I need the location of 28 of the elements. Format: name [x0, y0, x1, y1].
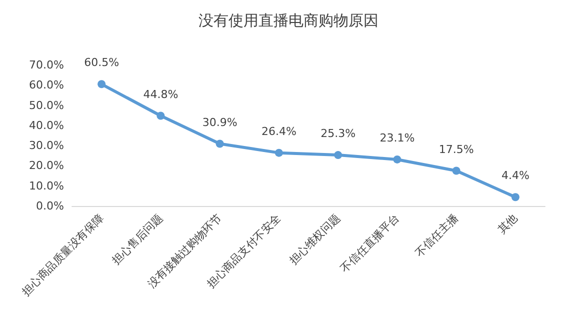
point [216, 140, 224, 148]
data-label: 23.1% [380, 131, 415, 144]
point [334, 151, 342, 160]
chart-title: 没有使用直播电商购物原因 [198, 12, 378, 30]
x-tick-label: 担心商品质量没有保障 [19, 211, 106, 298]
data-label: 60.5% [84, 56, 120, 70]
point [511, 193, 520, 202]
data-label: 44.8% [143, 88, 178, 101]
y-tick-label: 60.0% [29, 78, 64, 92]
point [452, 166, 460, 175]
x-tick-label: 不信任主播 [412, 211, 461, 260]
point [156, 112, 165, 120]
y-tick-label: 70.0% [29, 58, 64, 72]
data-label: 17.5% [438, 142, 474, 156]
point [98, 80, 106, 88]
data-label: 30.9% [202, 116, 238, 129]
y-tick-label: 10.0% [29, 179, 64, 192]
y-tick-label: 20.0% [29, 159, 64, 172]
y-tick-label: 30.0% [29, 139, 64, 152]
y-tick-label: 40.0% [29, 118, 64, 132]
point [274, 148, 283, 157]
x-tick-label: 其他 [495, 211, 520, 236]
data-label: 26.4% [261, 124, 296, 138]
data-label: 25.3% [320, 127, 356, 140]
y-tick-label: 0.0% [36, 200, 64, 212]
data-label: 4.4% [501, 169, 530, 182]
y-tick-label: 50.0% [29, 98, 64, 112]
point [393, 155, 402, 164]
